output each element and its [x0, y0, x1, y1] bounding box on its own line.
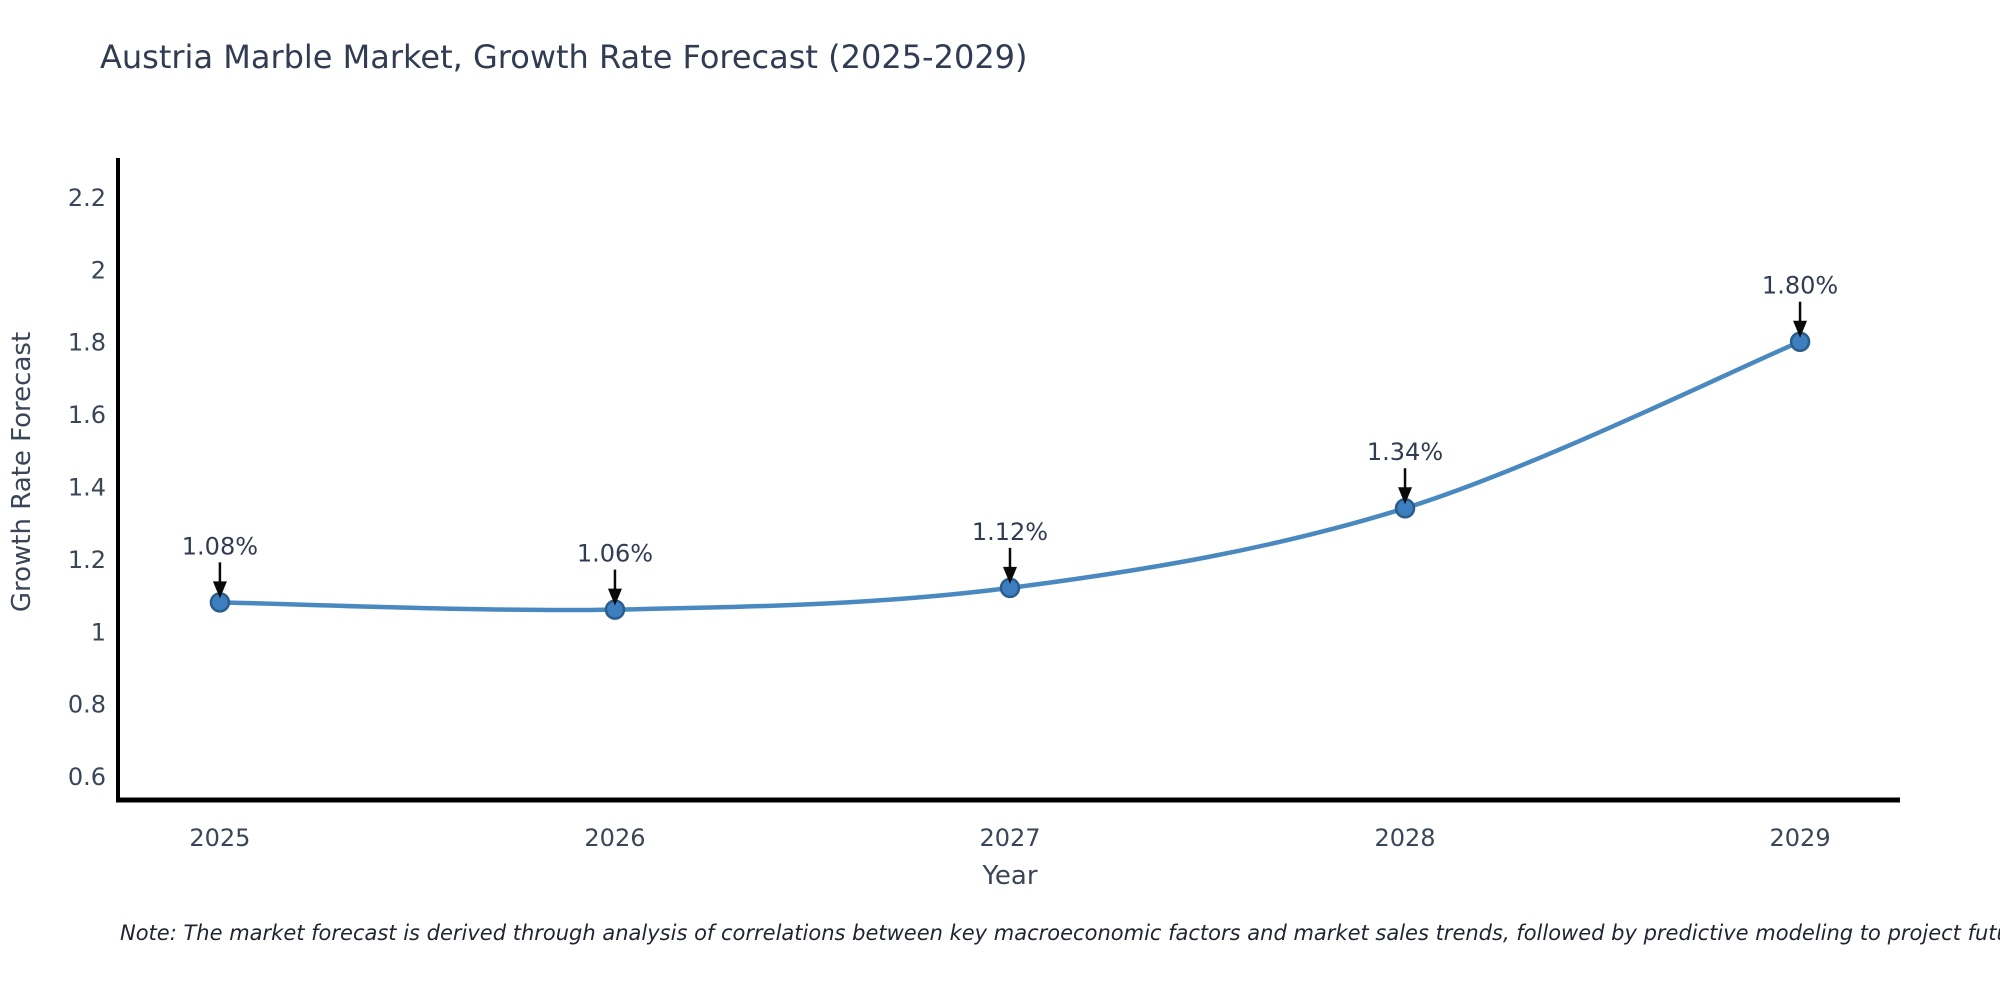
chart-title: Austria Marble Market, Growth Rate Forec…: [100, 38, 1028, 76]
y-axis-ticks: 0.6 0.8 1 1.2 1.4 1.6 1.8 2 2.2: [68, 184, 106, 791]
data-point-label: 1.12%: [972, 518, 1048, 546]
annotation-arrowhead-icon: [1398, 487, 1413, 505]
chart-note: Note: The market forecast is derived thr…: [120, 921, 2000, 945]
annotation-arrowhead-icon: [1002, 566, 1017, 584]
x-axis-ticks: 2025 2026 2027 2028 2029: [189, 824, 1830, 852]
y-tick-label: 1.6: [68, 401, 106, 429]
y-axis-title: Growth Rate Forecast: [7, 332, 37, 612]
annotation-arrowhead-icon: [212, 581, 227, 599]
annotation-arrowhead-icon: [1793, 320, 1808, 338]
y-tick-label: 1.2: [68, 546, 106, 574]
annotation-arrowhead-icon: [607, 588, 622, 606]
data-point-label: 1.34%: [1367, 438, 1443, 466]
data-point-annotations: 1.08% 1.06% 1.12% 1.34% 1.80%: [182, 272, 1838, 606]
x-tick-label: 2028: [1374, 824, 1435, 852]
y-tick-label: 0.8: [68, 691, 106, 719]
y-tick-label: 2.2: [68, 184, 106, 212]
x-tick-label: 2025: [189, 824, 250, 852]
data-point-label: 1.08%: [182, 532, 258, 560]
y-tick-label: 2: [91, 256, 106, 284]
y-tick-label: 1.4: [68, 474, 106, 502]
data-point-label: 1.80%: [1762, 272, 1838, 300]
y-tick-label: 0.6: [68, 763, 106, 791]
x-tick-label: 2029: [1770, 824, 1831, 852]
y-tick-label: 1.8: [68, 329, 106, 357]
x-tick-label: 2027: [979, 824, 1040, 852]
x-axis-title: Year: [981, 861, 1037, 891]
data-point-label: 1.06%: [577, 540, 653, 568]
x-tick-label: 2026: [584, 824, 645, 852]
y-tick-label: 1: [91, 618, 106, 646]
